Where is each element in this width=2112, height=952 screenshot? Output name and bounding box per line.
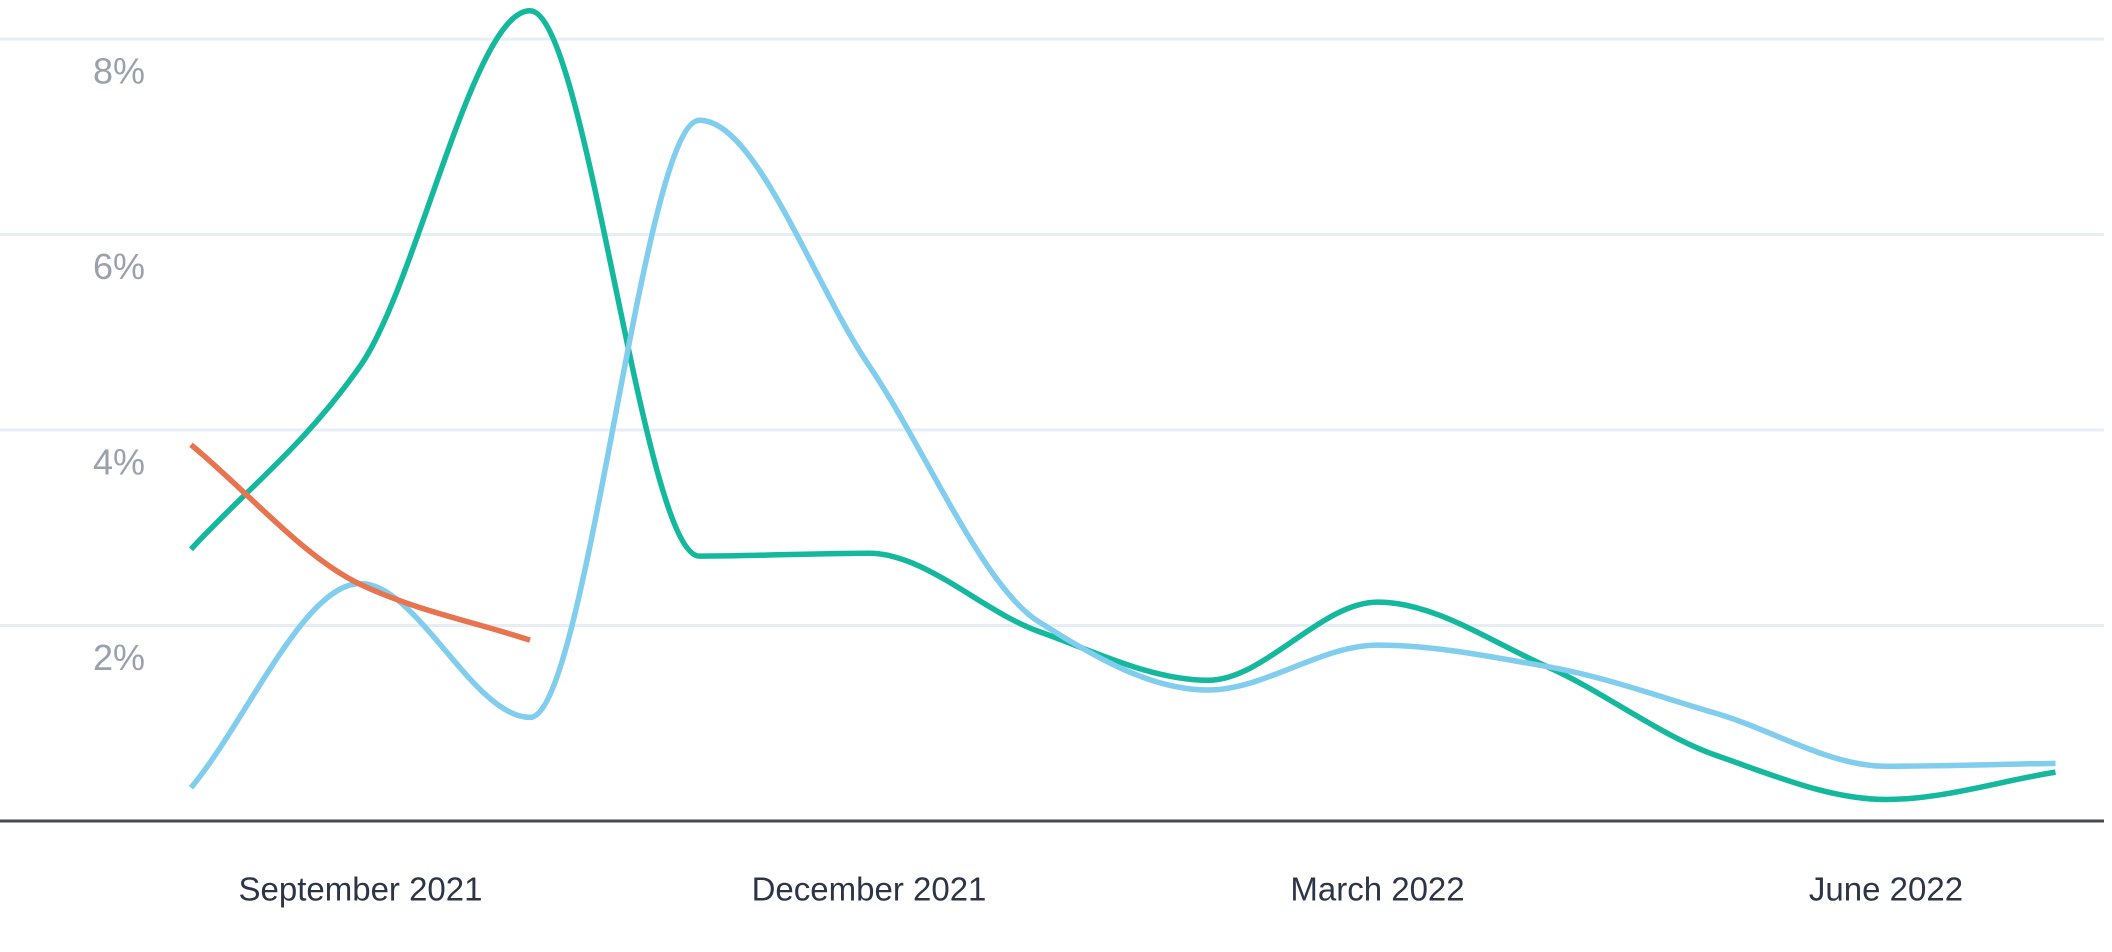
- y-tick-label: 6%: [93, 246, 145, 287]
- line: [188, 8, 2056, 803]
- line: [188, 117, 2056, 790]
- y-tick-label: 4%: [93, 442, 145, 483]
- line: [189, 442, 531, 643]
- x-tick-label: December 2021: [752, 871, 987, 908]
- x-tick-label: June 2022: [1809, 871, 1963, 908]
- y-tick-label: 8%: [93, 51, 145, 92]
- y-tick-label: 2%: [93, 637, 145, 678]
- x-tick-label: March 2022: [1290, 871, 1464, 908]
- x-tick-label: September 2021: [238, 871, 482, 908]
